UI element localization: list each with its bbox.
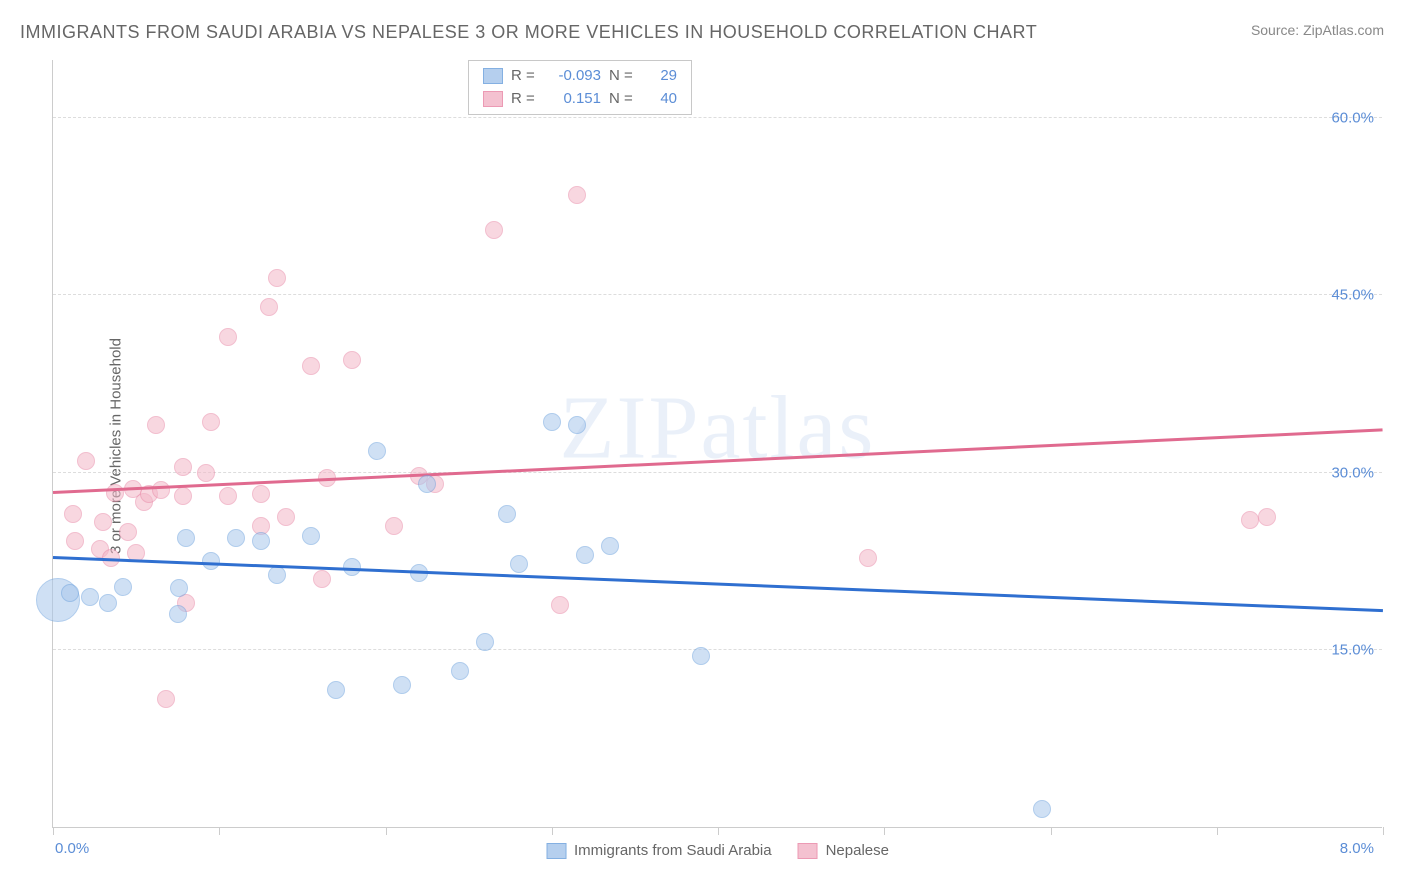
data-point-nepalese	[174, 487, 192, 505]
legend-item-saudi: Immigrants from Saudi Arabia	[546, 842, 772, 859]
data-point-saudi	[451, 662, 469, 680]
data-point-saudi	[268, 566, 286, 584]
data-point-nepalese	[197, 464, 215, 482]
data-point-nepalese	[302, 357, 320, 375]
chart-title: IMMIGRANTS FROM SAUDI ARABIA VS NEPALESE…	[20, 22, 1037, 43]
data-point-saudi	[418, 475, 436, 493]
data-point-saudi	[177, 529, 195, 547]
gridline	[53, 117, 1382, 118]
data-point-nepalese	[219, 328, 237, 346]
data-point-nepalese	[1241, 511, 1259, 529]
data-point-saudi	[1033, 800, 1051, 818]
data-point-nepalese	[119, 523, 137, 541]
y-tick-label: 60.0%	[1331, 110, 1374, 127]
data-point-nepalese	[268, 269, 286, 287]
legend-item-nepalese: Nepalese	[798, 842, 889, 859]
legend-swatch-saudi	[546, 843, 566, 859]
data-point-nepalese	[147, 416, 165, 434]
data-point-nepalese	[859, 549, 877, 567]
data-point-nepalese	[551, 596, 569, 614]
data-point-nepalese	[157, 690, 175, 708]
data-point-saudi	[476, 633, 494, 651]
data-point-saudi	[81, 588, 99, 606]
legend-row-saudi: R = -0.093 N = 29	[483, 65, 677, 88]
data-point-saudi	[227, 529, 245, 547]
r-label: R =	[511, 65, 539, 88]
data-point-saudi	[601, 537, 619, 555]
x-tick-mark	[552, 827, 553, 835]
data-point-nepalese	[202, 413, 220, 431]
legend-swatch-saudi	[483, 68, 503, 84]
y-tick-label: 30.0%	[1331, 464, 1374, 481]
data-point-saudi	[692, 647, 710, 665]
nepalese-r-value: 0.151	[547, 88, 601, 111]
correlation-chart: IMMIGRANTS FROM SAUDI ARABIA VS NEPALESE…	[0, 0, 1406, 892]
data-point-nepalese	[1258, 508, 1276, 526]
data-point-saudi	[543, 413, 561, 431]
legend-swatch-nepalese	[798, 843, 818, 859]
data-point-saudi	[393, 676, 411, 694]
x-axis-min-label: 0.0%	[55, 840, 89, 857]
x-tick-mark	[718, 827, 719, 835]
x-tick-mark	[1217, 827, 1218, 835]
source-attribution: Source: ZipAtlas.com	[1251, 22, 1384, 38]
data-point-saudi	[568, 416, 586, 434]
nepalese-label: Nepalese	[826, 842, 889, 859]
data-point-nepalese	[385, 517, 403, 535]
data-point-nepalese	[219, 487, 237, 505]
data-point-nepalese	[94, 513, 112, 531]
nepalese-n-value: 40	[645, 88, 677, 111]
y-tick-label: 45.0%	[1331, 287, 1374, 304]
data-point-nepalese	[174, 458, 192, 476]
data-point-nepalese	[64, 505, 82, 523]
data-point-nepalese	[343, 351, 361, 369]
data-point-nepalese	[260, 298, 278, 316]
series-legend: Immigrants from Saudi Arabia Nepalese	[546, 842, 889, 859]
gridline	[53, 649, 1382, 650]
plot-area: ZIPatlas R = -0.093 N = 29 R = 0.151 N =…	[52, 60, 1382, 828]
data-point-nepalese	[568, 186, 586, 204]
x-axis-max-label: 8.0%	[1340, 840, 1374, 857]
data-point-nepalese	[66, 532, 84, 550]
data-point-saudi	[169, 605, 187, 623]
legend-swatch-nepalese	[483, 91, 503, 107]
legend-row-nepalese: R = 0.151 N = 40	[483, 88, 677, 111]
data-point-saudi	[510, 555, 528, 573]
data-point-saudi	[302, 527, 320, 545]
x-tick-mark	[884, 827, 885, 835]
data-point-nepalese	[252, 485, 270, 503]
n-label: N =	[609, 65, 637, 88]
data-point-nepalese	[77, 452, 95, 470]
trend-line-saudi	[53, 556, 1383, 612]
data-point-nepalese	[277, 508, 295, 526]
n-label: N =	[609, 88, 637, 111]
saudi-label: Immigrants from Saudi Arabia	[574, 842, 772, 859]
x-tick-mark	[219, 827, 220, 835]
data-point-nepalese	[485, 221, 503, 239]
data-point-saudi	[114, 578, 132, 596]
data-point-saudi	[576, 546, 594, 564]
saudi-n-value: 29	[645, 65, 677, 88]
x-tick-mark	[53, 827, 54, 835]
x-tick-mark	[386, 827, 387, 835]
x-tick-mark	[1383, 827, 1384, 835]
data-point-saudi	[170, 579, 188, 597]
data-point-saudi	[252, 532, 270, 550]
y-tick-label: 15.0%	[1331, 641, 1374, 658]
x-tick-mark	[1051, 827, 1052, 835]
data-point-nepalese	[313, 570, 331, 588]
data-point-saudi	[61, 584, 79, 602]
data-point-saudi	[99, 594, 117, 612]
data-point-saudi	[368, 442, 386, 460]
data-point-saudi	[327, 681, 345, 699]
gridline	[53, 472, 1382, 473]
stats-legend: R = -0.093 N = 29 R = 0.151 N = 40	[468, 60, 692, 115]
trend-line-nepalese	[53, 429, 1383, 494]
r-label: R =	[511, 88, 539, 111]
data-point-nepalese	[152, 481, 170, 499]
saudi-r-value: -0.093	[547, 65, 601, 88]
gridline	[53, 294, 1382, 295]
data-point-nepalese	[106, 484, 124, 502]
data-point-saudi	[498, 505, 516, 523]
